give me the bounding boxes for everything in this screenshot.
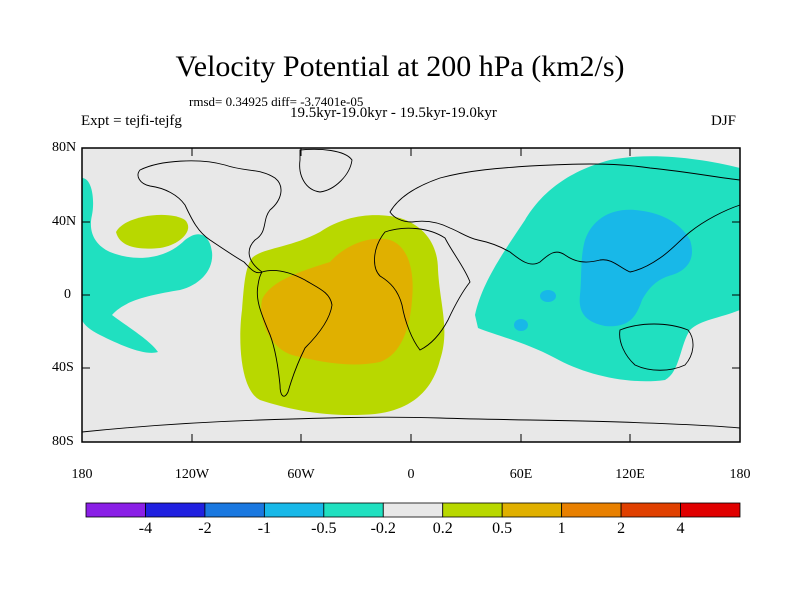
colorbar-swatch: [382, 502, 444, 518]
contour-neg-west-pacific-core: [579, 209, 692, 327]
coastline-segment: [389, 163, 741, 273]
lat-label: 80N: [52, 140, 77, 155]
rmsd-stats: rmsd= 0.34925 diff= -3.7401e-05: [189, 94, 364, 109]
lon-label: 120E: [615, 467, 645, 482]
colorbar-swatch: [145, 502, 206, 518]
colorbar-label: 2: [617, 520, 626, 537]
colorbar-swatch: [204, 502, 265, 518]
contour-pos-atlantic-core: [261, 238, 413, 365]
coastlines: [81, 148, 741, 433]
coastline-segment: [619, 323, 694, 371]
lon-label: 120W: [174, 467, 210, 482]
colorbar-swatch: [680, 502, 741, 518]
colorbar-swatch: [620, 502, 681, 518]
colorbar-label: 4: [676, 520, 685, 537]
contour-neg-indian-spot-2: [514, 319, 528, 331]
colorbar-label: 1: [557, 520, 566, 537]
coastline-segment: [256, 269, 333, 397]
colorbar-swatch: [85, 502, 146, 518]
experiment-label: Expt = tejfi-tejfg: [81, 113, 182, 129]
lon-label: 180: [729, 467, 751, 482]
colorbar-label: 0.5: [492, 520, 513, 537]
coastline-segment: [374, 227, 471, 351]
contour-pos-east-pacific: [116, 214, 189, 249]
lat-label: 40S: [52, 360, 74, 375]
lon-label: 60E: [509, 467, 533, 482]
lon-label: 0: [407, 467, 415, 482]
lat-label: 40N: [52, 214, 77, 229]
lon-ticks: [81, 148, 631, 442]
contour-neg-east-pacific: [82, 178, 213, 353]
map-subtitle: 19.5kyr-19.0kyr - 19.5kyr-19.0kyr: [290, 105, 497, 121]
colorbar: [85, 502, 741, 518]
colorbar-swatch: [323, 502, 384, 518]
contour-neg-indian-spot: [540, 290, 556, 302]
colorbar-swatch: [442, 502, 503, 518]
lon-label: 60W: [287, 467, 315, 482]
colorbar-label: -2: [198, 520, 212, 537]
colorbar-swatch: [501, 502, 563, 518]
lat-label: 0: [64, 287, 71, 302]
coastline-segment: [81, 416, 741, 433]
colorbar-swatch: [561, 502, 622, 518]
colorbar-label: -4: [138, 520, 153, 537]
coastline-segment: [299, 148, 353, 193]
lon-label: 180: [71, 467, 93, 482]
colorbar-label: 0.2: [432, 520, 453, 537]
colorbar-label: -0.5: [311, 520, 337, 537]
map-title: Velocity Potential at 200 hPa (km2/s): [175, 50, 625, 83]
season-label: DJF: [711, 113, 737, 129]
lat-ticks: [82, 147, 740, 443]
colorbar-label: -0.2: [370, 520, 396, 537]
lat-label: 80S: [52, 434, 74, 449]
colorbar-label: -1: [257, 520, 272, 537]
colorbar-swatch: [263, 502, 325, 518]
